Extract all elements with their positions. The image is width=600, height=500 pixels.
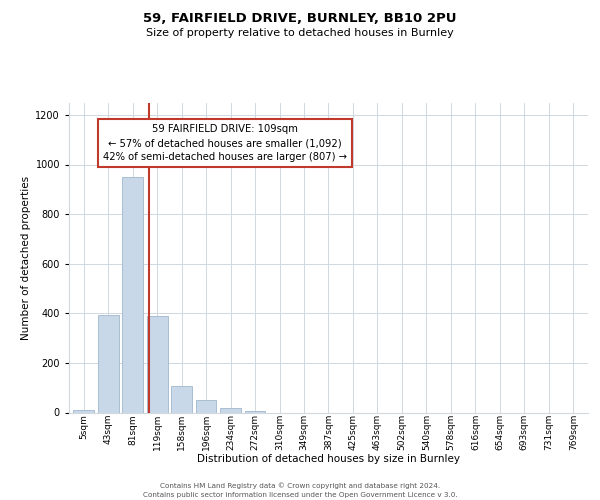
Bar [220, 408, 241, 412]
Text: Contains public sector information licensed under the Open Government Licence v : Contains public sector information licen… [143, 492, 457, 498]
Bar [196, 400, 217, 412]
Text: 59 FAIRFIELD DRIVE: 109sqm
← 57% of detached houses are smaller (1,092)
42% of s: 59 FAIRFIELD DRIVE: 109sqm ← 57% of deta… [103, 124, 347, 162]
Bar [171, 386, 192, 412]
Bar [147, 316, 167, 412]
Y-axis label: Number of detached properties: Number of detached properties [21, 176, 31, 340]
Bar [122, 177, 143, 412]
Text: Contains HM Land Registry data © Crown copyright and database right 2024.: Contains HM Land Registry data © Crown c… [160, 482, 440, 489]
Text: Size of property relative to detached houses in Burnley: Size of property relative to detached ho… [146, 28, 454, 38]
Text: 59, FAIRFIELD DRIVE, BURNLEY, BB10 2PU: 59, FAIRFIELD DRIVE, BURNLEY, BB10 2PU [143, 12, 457, 26]
Bar [73, 410, 94, 412]
X-axis label: Distribution of detached houses by size in Burnley: Distribution of detached houses by size … [197, 454, 460, 464]
Bar [98, 314, 119, 412]
